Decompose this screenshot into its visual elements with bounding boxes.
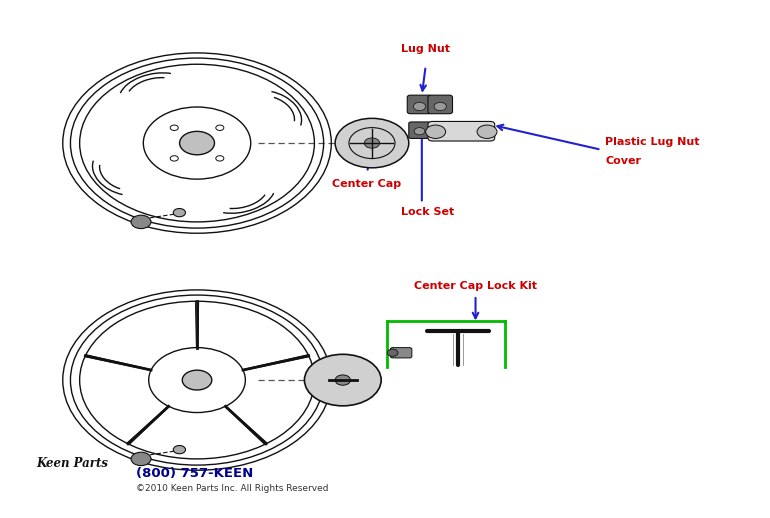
Circle shape — [414, 127, 425, 135]
Circle shape — [179, 132, 215, 155]
Text: Cover: Cover — [605, 156, 641, 166]
FancyBboxPatch shape — [428, 121, 494, 141]
Text: (800) 757-KEEN: (800) 757-KEEN — [136, 467, 253, 480]
Text: ©2010 Keen Parts Inc. All Rights Reserved: ©2010 Keen Parts Inc. All Rights Reserve… — [136, 484, 328, 493]
FancyBboxPatch shape — [409, 122, 430, 138]
Text: Center Cap Lock Kit: Center Cap Lock Kit — [414, 281, 537, 291]
Circle shape — [426, 125, 446, 138]
Circle shape — [131, 215, 151, 228]
Text: Center Cap: Center Cap — [332, 179, 401, 189]
Text: Lock Set: Lock Set — [400, 208, 454, 218]
Circle shape — [413, 103, 426, 111]
Circle shape — [434, 103, 447, 111]
Text: Plastic Lug Nut: Plastic Lug Nut — [605, 137, 700, 147]
Circle shape — [304, 354, 381, 406]
Circle shape — [335, 375, 350, 385]
Circle shape — [477, 125, 497, 138]
Text: Keen Parts: Keen Parts — [36, 457, 108, 470]
Circle shape — [131, 452, 151, 466]
FancyBboxPatch shape — [428, 95, 453, 114]
Circle shape — [173, 445, 186, 454]
Circle shape — [173, 209, 186, 217]
Circle shape — [335, 118, 409, 168]
Circle shape — [364, 138, 380, 148]
FancyBboxPatch shape — [390, 348, 412, 358]
Circle shape — [387, 349, 398, 356]
FancyBboxPatch shape — [407, 95, 432, 114]
Text: Lug Nut: Lug Nut — [401, 44, 450, 54]
Circle shape — [182, 370, 212, 390]
